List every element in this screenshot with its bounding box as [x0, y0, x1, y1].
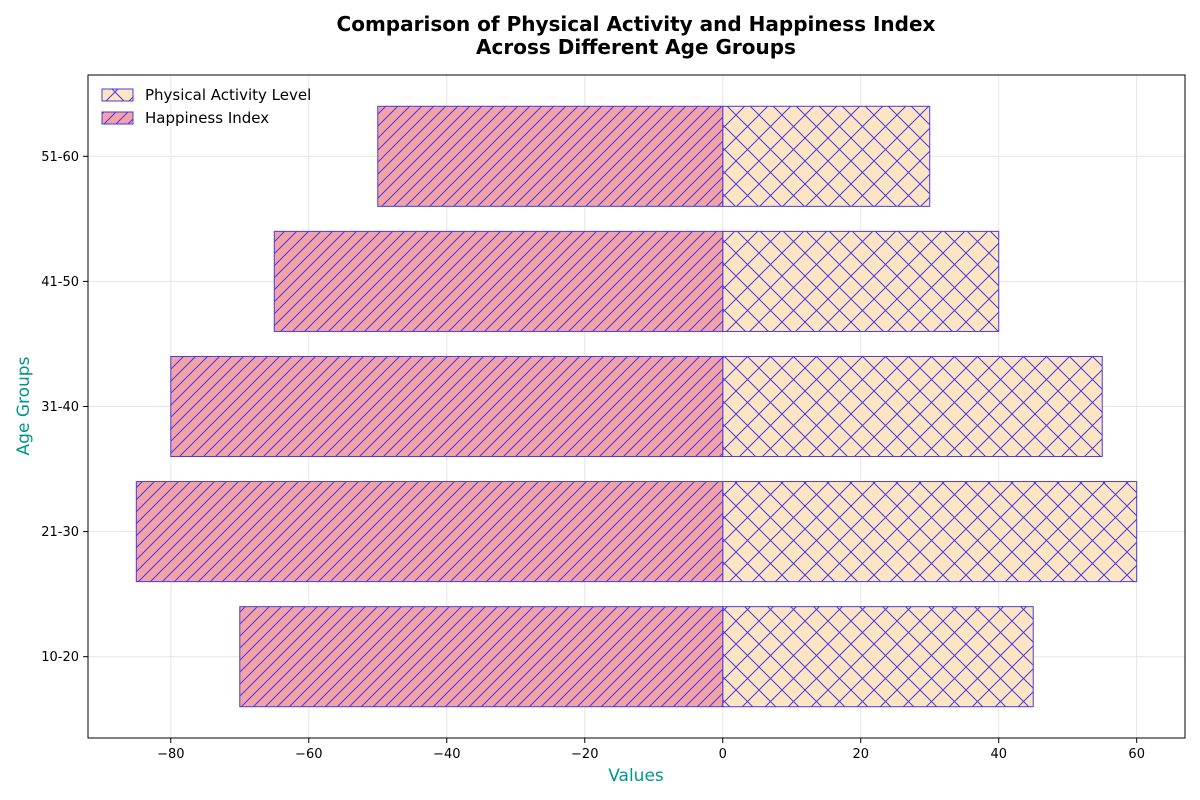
y-tick-label: 41-50 [41, 275, 79, 290]
chart-title-line-2: Across Different Age Groups [476, 35, 796, 59]
legend-swatch [101, 111, 134, 125]
bar-physical-activity-level-51-60 [722, 105, 931, 207]
bar-hatch [273, 230, 724, 332]
x-tick-label: 0 [719, 747, 727, 762]
bar-hatch [722, 355, 1103, 458]
bar-hatch [170, 355, 724, 458]
x-tick-label: −20 [571, 747, 598, 762]
bar-happiness-index-31-40 [170, 355, 724, 458]
bar-physical-activity-level-31-40 [722, 355, 1103, 458]
bar-physical-activity-level-41-50 [722, 230, 1000, 332]
chart-title-line-1: Comparison of Physical Activity and Happ… [337, 12, 936, 36]
bar-happiness-index-51-60 [377, 105, 724, 207]
y-tick-label: 31-40 [41, 400, 79, 415]
bar-hatch [722, 481, 1138, 583]
bar-physical-activity-level-10-20 [722, 606, 1034, 708]
x-axis: −80 −60 −40 −20 0 20 40 60 [157, 738, 1145, 762]
bar-happiness-index-41-50 [273, 230, 724, 332]
y-axis: 10-20 21-30 31-40 41-50 51-60 [41, 150, 88, 665]
bar-happiness-index-10-20 [239, 606, 724, 708]
legend-label: Happiness Index [145, 109, 269, 127]
y-tick-label: 51-60 [41, 150, 79, 165]
y-tick-label: 10-20 [41, 650, 79, 665]
y-axis-label: Age Groups [14, 356, 34, 455]
legend-label: Physical Activity Level [145, 86, 311, 104]
bar-hatch [722, 230, 1000, 332]
x-tick-label: 40 [990, 747, 1007, 762]
x-tick-label: −40 [433, 747, 460, 762]
x-tick-label: −60 [295, 747, 322, 762]
x-tick-label: −80 [157, 747, 184, 762]
bar-hatch [722, 606, 1034, 708]
legend: Physical Activity Level Happiness Index [101, 86, 311, 127]
legend-swatch [101, 88, 134, 102]
bar-hatch [135, 481, 724, 583]
bar-physical-activity-level-21-30 [722, 481, 1138, 583]
legend-item-happiness-index: Happiness Index [101, 109, 269, 127]
legend-item-physical-activity-level: Physical Activity Level [101, 86, 311, 104]
bar-hatch [239, 606, 724, 708]
bar-hatch [722, 105, 931, 207]
bar-happiness-index-21-30 [135, 481, 724, 583]
bars [135, 105, 1138, 708]
x-tick-label: 20 [852, 747, 869, 762]
x-axis-label: Values [608, 766, 664, 786]
bar-hatch [377, 105, 724, 207]
x-tick-label: 60 [1128, 747, 1145, 762]
y-tick-label: 21-30 [41, 525, 79, 540]
